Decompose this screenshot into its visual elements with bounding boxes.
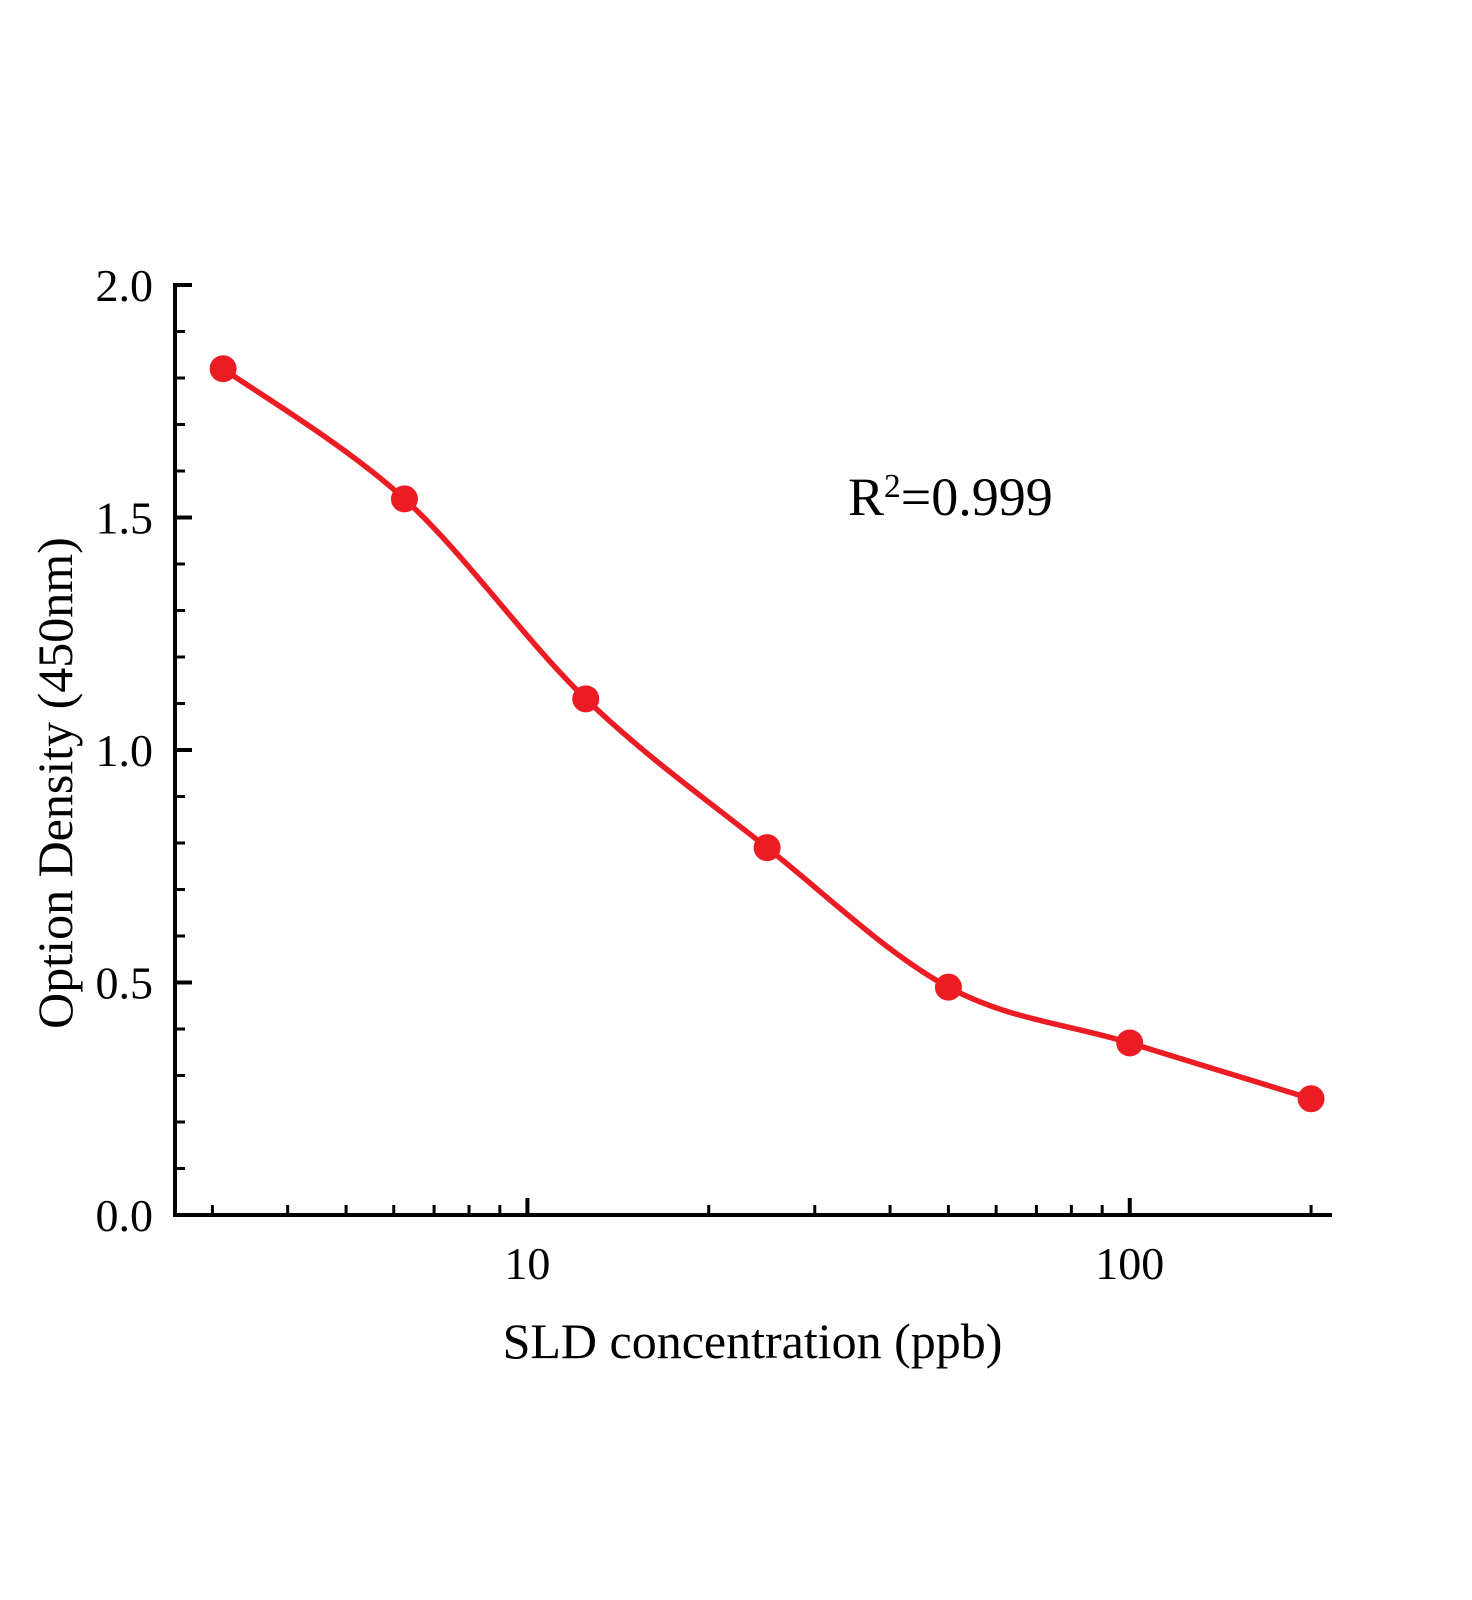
fit-curve <box>220 365 1314 1102</box>
x-tick-label: 100 <box>1095 1238 1164 1289</box>
r-squared-annotation: R2=0.999 <box>848 466 1053 528</box>
data-point <box>209 355 237 383</box>
r-squared-value: =0.999 <box>900 467 1053 527</box>
data-point <box>390 485 418 513</box>
data-point <box>934 973 962 1001</box>
y-tick-label: 2.0 <box>96 260 154 311</box>
data-point <box>1116 1029 1144 1057</box>
data-point <box>753 834 781 862</box>
y-tick-label: 1.0 <box>96 725 154 776</box>
data-point <box>572 685 600 713</box>
y-axis-title: Option Density (450nm) <box>27 537 83 1029</box>
y-tick-label: 1.5 <box>96 493 154 544</box>
axes <box>173 283 1332 1217</box>
r-squared-base: R <box>848 467 885 527</box>
r-squared-superscript: 2 <box>884 467 901 505</box>
data-point <box>1297 1085 1325 1113</box>
x-tick-label: 10 <box>504 1238 550 1289</box>
y-tick-label: 0.0 <box>96 1190 154 1241</box>
x-axis-title: SLD concentration (ppb) <box>502 1313 1003 1369</box>
y-tick-label: 0.5 <box>96 958 154 1009</box>
